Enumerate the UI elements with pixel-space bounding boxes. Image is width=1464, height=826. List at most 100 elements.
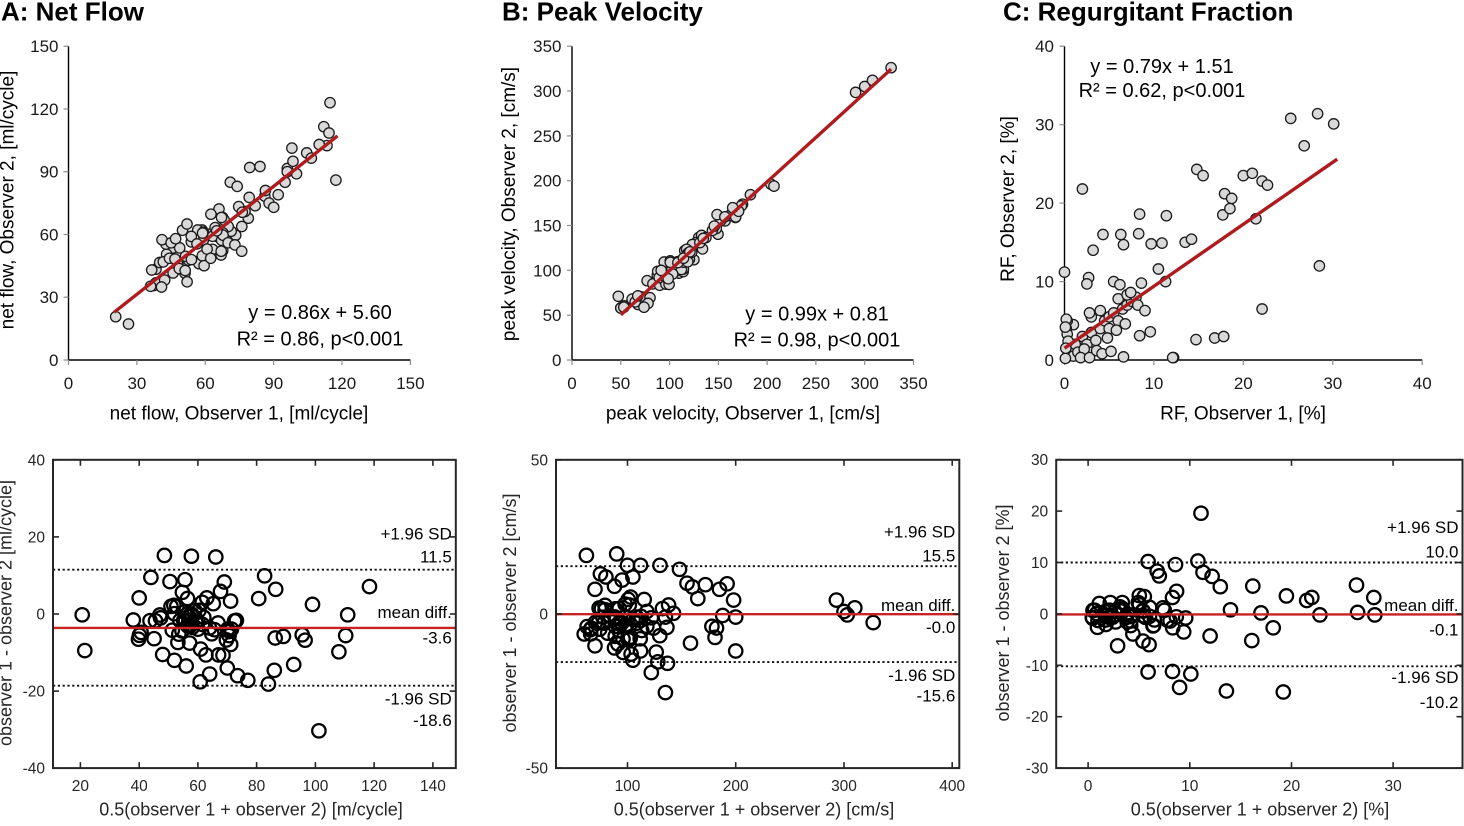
svg-text:-50: -50 — [526, 761, 549, 778]
svg-text:0: 0 — [49, 351, 58, 370]
svg-text:300: 300 — [831, 778, 857, 795]
svg-text:90: 90 — [264, 374, 283, 393]
svg-text:-10.2: -10.2 — [1420, 693, 1459, 712]
svg-text:-1.96 SD: -1.96 SD — [1391, 668, 1458, 687]
svg-text:40: 40 — [131, 778, 149, 795]
svg-text:150: 150 — [396, 374, 424, 393]
svg-text:RF, Observer 1, [%]: RF, Observer 1, [%] — [1160, 404, 1326, 425]
svg-text:mean diff.: mean diff. — [881, 596, 955, 615]
svg-text:15.5: 15.5 — [922, 546, 955, 565]
svg-text:90: 90 — [40, 163, 59, 182]
svg-text:250: 250 — [533, 127, 561, 146]
svg-text:20: 20 — [1035, 194, 1054, 213]
svg-text:-30: -30 — [1026, 761, 1049, 778]
svg-text:mean diff.: mean diff. — [1384, 596, 1458, 615]
svg-text:-40: -40 — [23, 761, 46, 778]
svg-text:observer 1 - observer 2 [ml/cy: observer 1 - observer 2 [ml/cycle] — [0, 480, 16, 746]
svg-text:200: 200 — [723, 778, 749, 795]
svg-text:0: 0 — [64, 374, 73, 393]
svg-text:20: 20 — [1234, 374, 1253, 393]
svg-text:+1.96 SD: +1.96 SD — [884, 523, 955, 542]
svg-text:0: 0 — [552, 351, 561, 370]
svg-text:0: 0 — [567, 374, 576, 393]
svg-text:+1.96 SD: +1.96 SD — [1387, 518, 1458, 537]
svg-text:observer 1 - observer 2 [%]: observer 1 - observer 2 [%] — [993, 504, 1013, 721]
svg-text:350: 350 — [533, 37, 561, 56]
svg-text:peak velocity, Observer 2, [cm: peak velocity, Observer 2, [cm/s] — [499, 67, 520, 341]
svg-text:-1.96 SD: -1.96 SD — [385, 690, 452, 709]
svg-text:40: 40 — [1035, 37, 1054, 56]
svg-text:120: 120 — [328, 374, 356, 393]
svg-text:30: 30 — [1384, 778, 1402, 795]
svg-text:observer 1 - observer 2 [cm/s]: observer 1 - observer 2 [cm/s] — [500, 493, 520, 732]
svg-text:0: 0 — [36, 607, 45, 624]
svg-text:0: 0 — [1060, 374, 1069, 393]
svg-text:0: 0 — [539, 607, 548, 624]
svg-text:50: 50 — [531, 452, 549, 469]
svg-text:0: 0 — [1084, 778, 1093, 795]
svg-text:10: 10 — [1035, 273, 1054, 292]
svg-text:30: 30 — [1031, 452, 1049, 469]
svg-text:10: 10 — [1181, 778, 1199, 795]
svg-text:300: 300 — [533, 82, 561, 101]
svg-text:R² = 0.86, p<0.001: R² = 0.86, p<0.001 — [237, 329, 404, 351]
svg-text:60: 60 — [40, 226, 59, 245]
svg-text:-18.6: -18.6 — [413, 711, 452, 730]
svg-text:net flow, Observer 1, [ml/cycl: net flow, Observer 1, [ml/cycle] — [110, 404, 369, 425]
svg-text:-20: -20 — [1026, 709, 1049, 726]
svg-text:y = 0.99x + 0.81: y = 0.99x + 0.81 — [745, 304, 888, 326]
svg-text:-3.6: -3.6 — [423, 629, 452, 648]
svg-text:350: 350 — [899, 374, 927, 393]
svg-text:30: 30 — [1035, 116, 1054, 135]
svg-text:40: 40 — [28, 452, 46, 469]
svg-text:0.5(observer 1 + observer 2) [: 0.5(observer 1 + observer 2) [cm/s] — [614, 800, 895, 820]
svg-text:0: 0 — [1040, 606, 1049, 623]
svg-text:20: 20 — [72, 778, 90, 795]
svg-text:A: Net Flow: A: Net Flow — [1, 0, 145, 27]
svg-text:80: 80 — [248, 778, 266, 795]
svg-text:120: 120 — [30, 100, 58, 119]
svg-text:150: 150 — [533, 217, 561, 236]
svg-text:-0.0: -0.0 — [926, 618, 955, 637]
svg-text:100: 100 — [655, 374, 683, 393]
svg-text:RF, Observer 2, [%]: RF, Observer 2, [%] — [998, 116, 1019, 282]
svg-text:mean diff.: mean diff. — [377, 603, 451, 622]
svg-text:50: 50 — [611, 374, 630, 393]
svg-text:y = 0.79x + 1.51: y = 0.79x + 1.51 — [1090, 56, 1233, 78]
svg-text:300: 300 — [851, 374, 879, 393]
svg-text:100: 100 — [615, 778, 641, 795]
svg-text:150: 150 — [30, 37, 58, 56]
svg-text:11.5: 11.5 — [420, 548, 452, 567]
svg-text:30: 30 — [40, 288, 59, 307]
svg-text:peak velocity, Observer 1, [cm: peak velocity, Observer 1, [cm/s] — [606, 404, 880, 425]
svg-text:net flow, Observer 2, [ml/cycl: net flow, Observer 2, [ml/cycle] — [0, 71, 19, 330]
svg-text:B: Peak Velocity: B: Peak Velocity — [502, 0, 703, 27]
svg-text:10: 10 — [1031, 555, 1049, 572]
svg-text:200: 200 — [533, 172, 561, 191]
svg-text:200: 200 — [753, 374, 781, 393]
svg-text:20: 20 — [1283, 778, 1301, 795]
svg-text:20: 20 — [1031, 504, 1049, 521]
svg-text:-20: -20 — [23, 684, 46, 701]
svg-text:140: 140 — [420, 778, 446, 795]
svg-text:-0.1: -0.1 — [1429, 621, 1458, 640]
svg-text:10.0: 10.0 — [1425, 543, 1458, 562]
svg-text:-10: -10 — [1026, 658, 1049, 675]
svg-text:60: 60 — [196, 374, 215, 393]
svg-text:0.5(observer 1 + observer 2) [: 0.5(observer 1 + observer 2) [%] — [1131, 800, 1390, 820]
svg-text:250: 250 — [802, 374, 830, 393]
svg-text:40: 40 — [1413, 374, 1432, 393]
svg-text:C: Regurgitant Fraction: C: Regurgitant Fraction — [1003, 0, 1293, 27]
svg-text:30: 30 — [1323, 374, 1342, 393]
svg-text:400: 400 — [939, 778, 965, 795]
svg-text:30: 30 — [127, 374, 146, 393]
svg-text:y = 0.86x + 5.60: y = 0.86x + 5.60 — [248, 302, 391, 324]
svg-text:-1.96 SD: -1.96 SD — [888, 666, 955, 685]
svg-text:50: 50 — [543, 306, 562, 325]
svg-text:10: 10 — [1144, 374, 1163, 393]
svg-text:100: 100 — [533, 261, 561, 280]
svg-text:120: 120 — [361, 778, 387, 795]
svg-text:0: 0 — [1045, 351, 1054, 370]
svg-text:R² = 0.98, p<0.001: R² = 0.98, p<0.001 — [734, 330, 901, 352]
svg-text:100: 100 — [302, 778, 328, 795]
